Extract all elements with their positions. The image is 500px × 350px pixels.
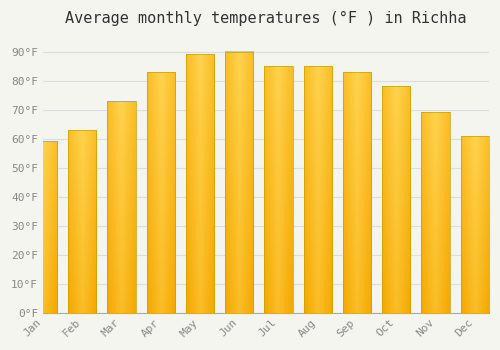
Bar bbox=[146, 72, 175, 313]
Bar bbox=[186, 54, 214, 313]
Bar bbox=[304, 66, 332, 313]
Bar bbox=[29, 141, 57, 313]
Bar bbox=[422, 112, 450, 313]
Title: Average monthly temperatures (°F ) in Richha: Average monthly temperatures (°F ) in Ri… bbox=[65, 11, 466, 26]
Bar bbox=[460, 136, 489, 313]
Bar bbox=[108, 101, 136, 313]
Bar bbox=[382, 86, 410, 313]
Bar bbox=[68, 130, 96, 313]
Bar bbox=[264, 66, 292, 313]
Bar bbox=[225, 51, 254, 313]
Bar bbox=[343, 72, 371, 313]
